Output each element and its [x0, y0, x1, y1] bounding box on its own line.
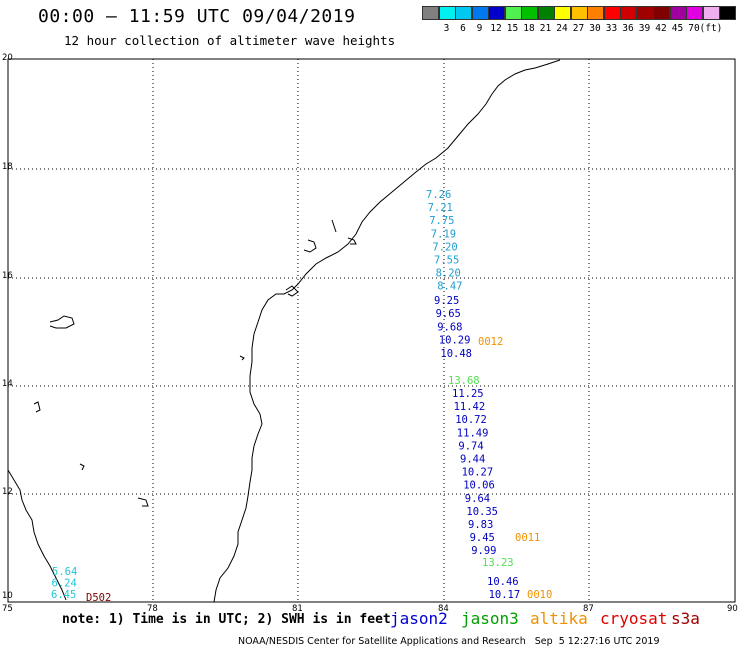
lon-label: 81 [292, 604, 303, 614]
wave-height-label: 11.49 [457, 427, 489, 439]
wave-height-label: 10.17 [489, 589, 521, 601]
wave-height-label: 9.99 [471, 545, 496, 557]
island-9 [239, 355, 245, 361]
scale-label: 6 [460, 23, 466, 34]
scale-label: (ft) [699, 23, 723, 34]
island-5 [285, 285, 299, 297]
scale-label: 42 [655, 23, 667, 34]
wave-height-label: 8.20 [436, 268, 461, 280]
lat-label: 16 [2, 271, 13, 281]
wave-height-label: 7.75 [429, 215, 454, 227]
wave-height-label: 10.35 [466, 506, 498, 518]
lat-label: 14 [2, 379, 13, 389]
wave-height-label: 11.25 [452, 388, 484, 400]
scale-label: 21 [539, 23, 552, 34]
scale-label: 24 [556, 23, 568, 34]
wave-height-label: 10.72 [455, 414, 487, 426]
scale-label: 18 [523, 23, 535, 34]
wave-height-label: 6.24 [52, 578, 77, 590]
wave-height-label: 9.65 [436, 308, 461, 320]
island-4 [331, 219, 337, 233]
scale-swatch [719, 6, 736, 20]
wave-height-label: 5.64 [52, 566, 77, 578]
map-frame [7, 58, 736, 603]
pass-labels: 0012 0011 0010 D502 [86, 336, 552, 604]
lat-label: 12 [2, 487, 13, 497]
wave-height-label: 13.23 [482, 557, 514, 569]
wave-height-label: 6.45 [51, 589, 76, 601]
satellite-altika: altika [530, 609, 588, 628]
pass-id-label: 0011 [515, 532, 540, 544]
wave-height-label: 9.68 [437, 321, 462, 333]
wave-height-label: 10.48 [440, 348, 472, 360]
island-1 [49, 315, 75, 329]
lat-label: 18 [2, 162, 13, 172]
scale-label: 9 [476, 23, 483, 34]
island-6 [33, 401, 41, 413]
pass-id-label: 0010 [527, 589, 552, 601]
wave-height-label: 11.42 [454, 401, 486, 413]
island-8 [79, 463, 85, 471]
scale-label: 36 [622, 23, 634, 34]
lat-label: 10 [2, 591, 13, 601]
wave-height-label: 9.83 [468, 519, 493, 531]
scale-label: 70 [688, 23, 700, 34]
scale-label: 12 [490, 23, 502, 34]
satellite-s3a: s3a [671, 609, 700, 628]
wave-height-label: 9.74 [458, 440, 483, 452]
wave-height-label: 7.55 [434, 255, 459, 267]
scale-label: 30 [589, 23, 601, 34]
axis-labels: 20 18 16 14 12 10 75 78 81 84 87 90 [2, 53, 738, 614]
map-title: 00:00 – 11:59 UTC 09/04/2019 [38, 6, 356, 27]
wave-height-label: 10.06 [463, 480, 495, 492]
wave-height-label: 10.27 [462, 467, 494, 479]
wave-height-label: 9.64 [465, 493, 490, 505]
pass-id-label: 0012 [478, 336, 503, 348]
lon-label: 84 [438, 604, 449, 614]
wave-height-label: 7.21 [428, 202, 453, 214]
map-subtitle: 12 hour collection of altimeter wave hei… [64, 33, 396, 48]
lon-label: 78 [147, 604, 158, 614]
island-2 [303, 239, 317, 253]
scale-label: 27 [572, 23, 585, 34]
satellite-jason3: jason3 [461, 609, 519, 628]
lon-label: 87 [583, 604, 594, 614]
wave-height-label: 9.25 [434, 295, 459, 307]
wave-height-label: 9.45 [470, 532, 495, 544]
island-7 [137, 497, 149, 507]
graticule [8, 59, 735, 602]
scale-label: 39 [638, 23, 651, 34]
lon-label: 75 [2, 604, 13, 614]
footer-credit: NOAA/NESDIS Center for Satellite Applica… [238, 636, 660, 647]
wave-height-label: 7.19 [431, 228, 456, 240]
wave-height-label: 7.20 [432, 241, 457, 253]
satellite-cryosat: cryosat [600, 609, 668, 628]
wave-height-label: 8.47 [437, 281, 462, 293]
lat-label: 20 [2, 53, 13, 63]
wave-height-label: 9.44 [460, 454, 485, 466]
scale-label: 3 [443, 23, 450, 34]
wave-height-label: 7.26 [426, 189, 451, 201]
units-note: note: 1) Time is in UTC; 2) SWH is in fe… [62, 612, 391, 627]
lon-label: 90 [727, 604, 738, 614]
scale-label: 45 [671, 23, 684, 34]
scale-label: 33 [605, 23, 618, 34]
satellite-jason2: jason2 [390, 609, 448, 628]
altimeter-tracks: 7.267.217.757.197.20 7.558.208.47 9.259.65… [51, 189, 520, 601]
wave-height-label: 10.29 [439, 335, 471, 347]
wave-height-label: 10.46 [487, 576, 519, 588]
pass-id-label: D502 [86, 592, 111, 604]
scale-label: 15 [506, 23, 519, 34]
wave-height-label: 13.68 [448, 375, 480, 387]
island-3 [347, 237, 357, 245]
coastline [7, 59, 561, 603]
